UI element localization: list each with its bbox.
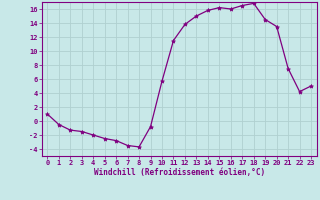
X-axis label: Windchill (Refroidissement éolien,°C): Windchill (Refroidissement éolien,°C) bbox=[94, 168, 265, 177]
